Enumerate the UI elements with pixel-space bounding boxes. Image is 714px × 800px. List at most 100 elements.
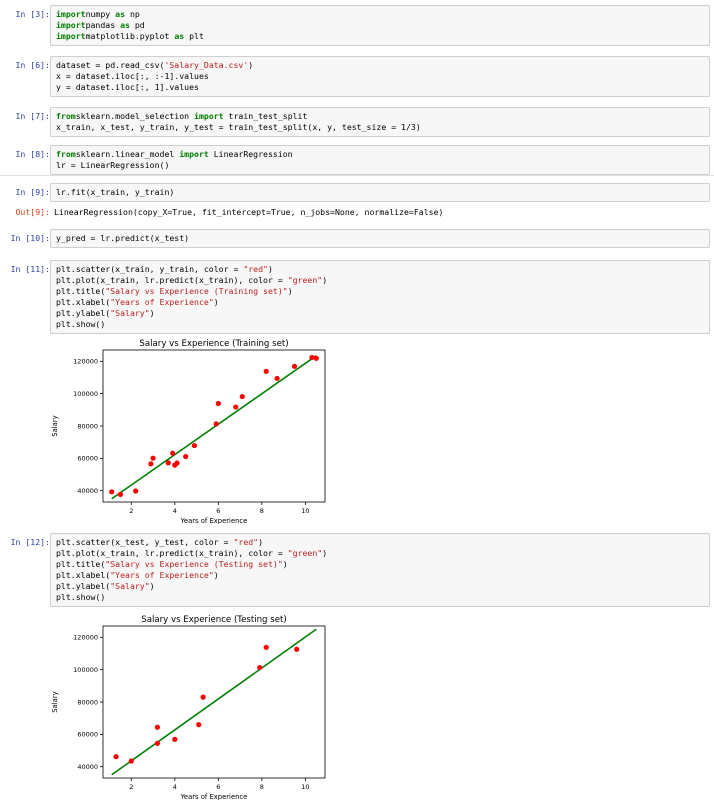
chart-svg: Salary vs Experience (Testing set) 2 4 6 8 10… xyxy=(51,615,326,800)
code-token: ) xyxy=(149,581,155,591)
code-editor[interactable]: plt.scatter(x_test, y_test, color = "red… xyxy=(50,533,710,607)
output-text: LinearRegression(copy_X=True, fit_interc… xyxy=(54,207,444,217)
string-token: "Salary vs Experience (Testing set)" xyxy=(105,559,283,569)
code-line: lr = LinearRegression() xyxy=(56,160,704,171)
keyword-token: import xyxy=(56,31,86,41)
code-editor[interactable]: plt.scatter(x_train, y_train, color = "r… xyxy=(50,260,710,334)
y-tick-label: 80000 xyxy=(77,422,98,430)
code-token: x_train, x_test, y_train, y_test = train… xyxy=(56,122,421,132)
code-editor[interactable]: fromsklearn.linear_model import LinearRe… xyxy=(50,145,710,175)
x-tick-label: 6 xyxy=(216,507,220,515)
data-point xyxy=(313,355,319,361)
data-point xyxy=(291,363,298,369)
input-prompt: In [6]: xyxy=(15,60,50,70)
keyword-token: as xyxy=(115,9,126,19)
string-token: 'Salary_Data.csv' xyxy=(164,60,249,70)
data-point xyxy=(309,354,315,361)
code-token: ) xyxy=(258,537,264,547)
code-line: importpandas as pd xyxy=(56,20,704,31)
code-token: sklearn.linear_model xyxy=(75,149,180,159)
data-point xyxy=(183,453,189,460)
code-token: ) xyxy=(287,286,293,296)
data-point xyxy=(128,758,134,764)
input-prompt: In [10]: xyxy=(10,233,50,243)
x-tick-label: 4 xyxy=(173,783,177,791)
keyword-token: import xyxy=(194,111,224,121)
code-token: ) xyxy=(149,308,155,318)
code-token: plt.scatter(x_test, y_test, color = xyxy=(56,537,234,547)
x-axis-label: Years of Experience xyxy=(180,517,248,524)
x-tick-label: 4 xyxy=(173,507,177,515)
data-point xyxy=(113,754,119,760)
code-line: plt.plot(x_train, lr.predict(x_train), c… xyxy=(56,548,704,559)
scatter-chart: Salary vs Experience (Testing set) 2 4 6 8 10… xyxy=(45,612,335,800)
cell-divider xyxy=(0,175,714,176)
code-token: np xyxy=(125,9,140,19)
code-token: ) xyxy=(213,570,219,580)
code-line: plt.scatter(x_test, y_test, color = "red… xyxy=(56,537,704,548)
code-line: x_train, x_test, y_train, y_test = train… xyxy=(56,122,704,133)
code-line: plt.xlabel("Years of Experience") xyxy=(56,297,704,308)
x-tick-label: 2 xyxy=(129,783,133,791)
code-line: plt.title("Salary vs Experience (Testing… xyxy=(56,559,704,570)
string-token: "Salary vs Experience (Training set)" xyxy=(105,286,288,296)
code-token: plt xyxy=(184,31,204,41)
data-point xyxy=(165,460,171,466)
code-token: train_test_split xyxy=(223,111,308,121)
input-prompt: In [9]: xyxy=(15,187,50,197)
keyword-token: as xyxy=(120,20,130,30)
x-tick-label: 8 xyxy=(260,507,264,515)
scatter-chart: Salary vs Experience (Training set) 2 4 6 8 1… xyxy=(45,336,335,524)
code-editor[interactable]: lr.fit(x_train, y_train) xyxy=(50,183,710,202)
string-token: "red" xyxy=(233,537,259,547)
code-token: plt.title( xyxy=(56,286,106,296)
code-token: plt.xlabel( xyxy=(56,570,111,580)
code-token: ) xyxy=(322,548,328,558)
regression-line xyxy=(111,628,317,776)
code-token: plt.ylabel( xyxy=(56,581,111,591)
code-line: fromsklearn.linear_model import LinearRe… xyxy=(56,149,704,160)
code-editor[interactable]: importnumpy as np importpandas as pd impor… xyxy=(50,5,710,46)
code-token: numpy xyxy=(85,9,116,19)
code-editor[interactable]: dataset = pd.read_csv('Salary_Data.csv')… xyxy=(50,56,710,97)
code-token: ) xyxy=(267,264,273,274)
data-point xyxy=(196,722,202,728)
keyword-token: import xyxy=(179,149,209,159)
code-token: sklearn.model_selection xyxy=(75,111,195,121)
y-axis-label: Salary xyxy=(51,691,59,712)
code-token: plt.ylabel( xyxy=(56,308,111,318)
input-prompt: In [12]: xyxy=(10,537,50,547)
regression-line xyxy=(111,355,317,500)
code-token: LinearRegression xyxy=(208,149,293,159)
string-token: "green" xyxy=(287,275,323,285)
string-token: "Years of Experience" xyxy=(110,570,214,580)
code-editor[interactable]: y_pred = lr.predict(x_test) xyxy=(50,229,710,248)
code-token: ) xyxy=(213,297,219,307)
keyword-token: from xyxy=(56,111,76,121)
code-line: plt.scatter(x_train, y_train, color = "r… xyxy=(56,264,704,275)
string-token: "green" xyxy=(287,548,323,558)
code-token: plt.show() xyxy=(56,592,106,602)
x-tick-label: 10 xyxy=(301,783,309,791)
chart-title: Salary vs Experience (Testing set) xyxy=(141,615,286,625)
data-point xyxy=(200,694,206,700)
data-point xyxy=(215,400,221,407)
x-tick-label: 8 xyxy=(260,783,264,791)
chart-title: Salary vs Experience (Training set) xyxy=(139,339,288,349)
data-point xyxy=(154,740,161,746)
data-point xyxy=(191,442,198,449)
data-point xyxy=(263,644,269,650)
code-token: plt.scatter(x_train, y_train, color = xyxy=(56,264,244,274)
input-prompt: In [7]: xyxy=(15,111,50,121)
data-point xyxy=(233,404,239,410)
code-token: lr = LinearRegression() xyxy=(56,160,170,170)
data-point xyxy=(150,455,156,461)
code-line: plt.ylabel("Salary") xyxy=(56,308,704,319)
code-line: y_pred = lr.predict(x_test) xyxy=(56,233,704,244)
code-line: plt.show() xyxy=(56,592,704,603)
code-editor[interactable]: fromsklearn.model_selection import train… xyxy=(50,107,710,137)
code-token: plt.plot(x_train, lr.predict(x_train), c… xyxy=(56,275,288,285)
y-axis-label: Salary xyxy=(51,415,59,436)
data-point xyxy=(148,461,154,467)
y-tick-label: 40000 xyxy=(77,763,98,771)
